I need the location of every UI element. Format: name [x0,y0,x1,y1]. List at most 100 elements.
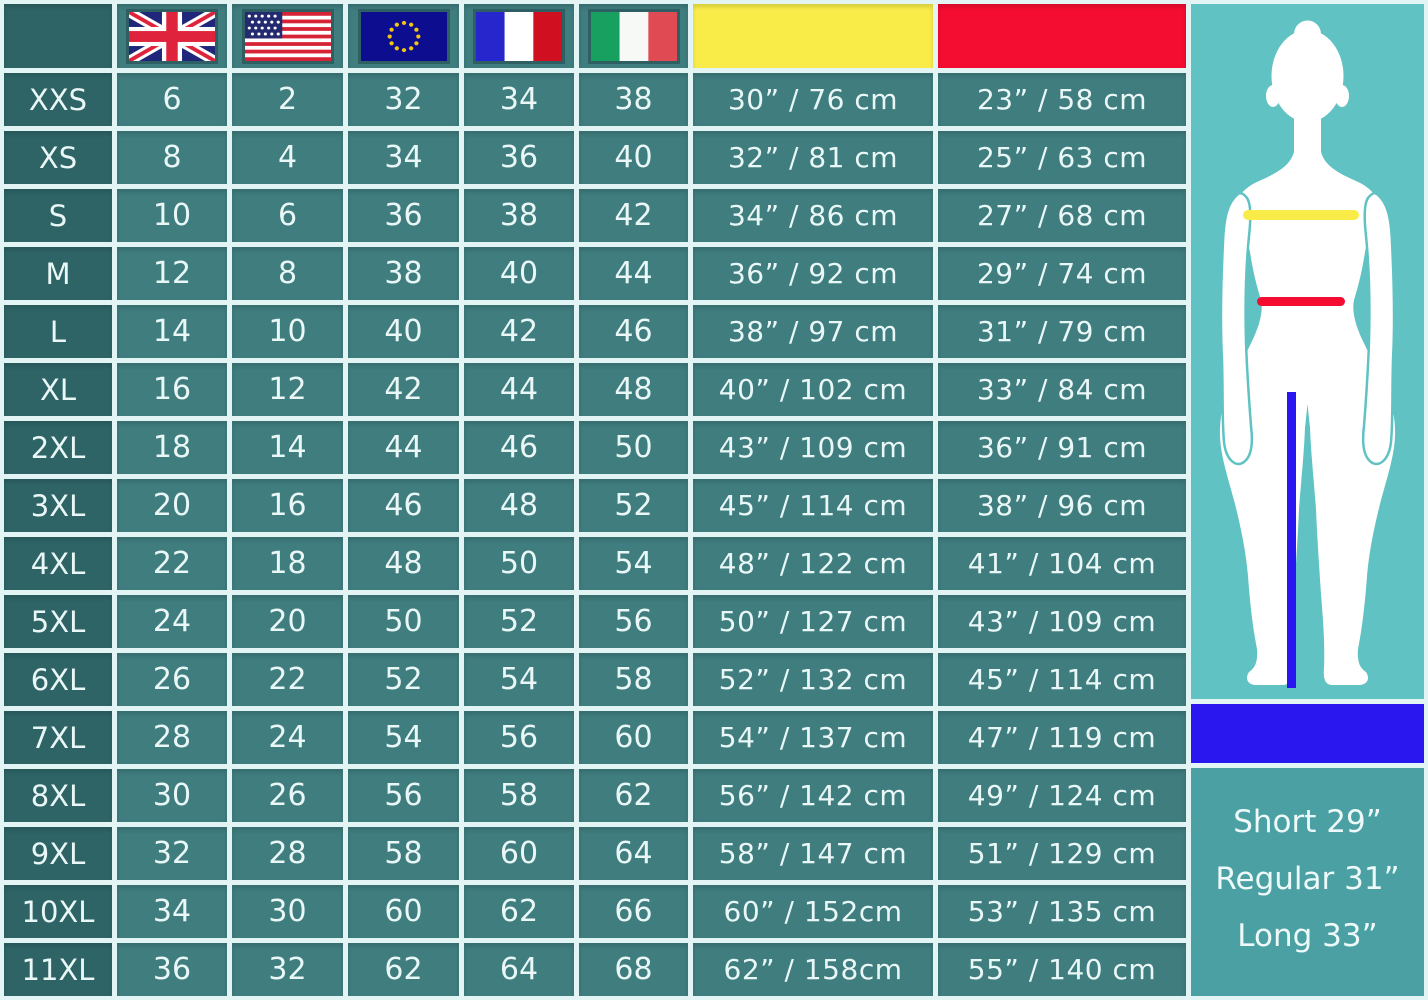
france-flag-icon [473,8,565,64]
size-value-cell: 40” / 102 cm [693,363,933,416]
size-value-cell: 48 [579,363,688,416]
size-value-cell: 26 [117,653,227,706]
size-value-cell: 10 [232,305,343,358]
size-value-cell: 32 [348,73,459,126]
inseam-length-regular: Regular 31” [1215,861,1400,897]
size-value-cell: 47” / 119 cm [938,711,1186,764]
size-value-cell: 43” / 109 cm [693,421,933,474]
size-value-cell: 42 [464,305,574,358]
eu-flag-icon [357,8,450,64]
size-value-cell: 36” / 92 cm [693,247,933,300]
size-value-cell: 44 [464,363,574,416]
size-value-cell: 18 [117,421,227,474]
size-value-cell: 27” / 68 cm [938,189,1186,242]
size-value-cell: 16 [117,363,227,416]
size-label-cell: 2XL [4,421,112,474]
inseam-line [1287,392,1296,688]
size-value-cell: 60 [464,827,574,880]
size-value-cell: 32 [232,943,343,996]
size-value-cell: 24 [117,595,227,648]
size-value-cell: 34” / 86 cm [693,189,933,242]
size-label-cell: 10XL [4,885,112,938]
waist-line [1257,297,1345,306]
size-value-cell: 38 [464,189,574,242]
size-label-cell: XS [4,131,112,184]
size-value-cell: 14 [232,421,343,474]
size-value-cell: 41” / 104 cm [938,537,1186,590]
size-value-cell: 52” / 132 cm [693,653,933,706]
size-value-cell: 58 [348,827,459,880]
body-figure-panel [1191,4,1424,699]
size-value-cell: 25” / 63 cm [938,131,1186,184]
size-value-cell: 42 [579,189,688,242]
size-value-cell: 53” / 135 cm [938,885,1186,938]
size-value-cell: 18 [232,537,343,590]
size-label-cell: 11XL [4,943,112,996]
waist-color-header [938,4,1186,68]
size-value-cell: 58 [579,653,688,706]
size-value-cell: 48 [348,537,459,590]
bust-line [1243,210,1359,220]
size-value-cell: 56 [348,769,459,822]
size-value-cell: 56 [579,595,688,648]
size-value-cell: 51” / 129 cm [938,827,1186,880]
size-value-cell: 28 [232,827,343,880]
size-value-cell: 68 [579,943,688,996]
size-value-cell: 40 [579,131,688,184]
italy-flag-icon [587,8,680,64]
size-value-cell: 33” / 84 cm [938,363,1186,416]
size-label-cell: 4XL [4,537,112,590]
size-value-cell: 30 [117,769,227,822]
france-column-header [464,4,574,68]
size-value-cell: 14 [117,305,227,358]
size-value-cell: 31” / 79 cm [938,305,1186,358]
size-value-cell: 38 [348,247,459,300]
size-value-cell: 64 [579,827,688,880]
size-value-cell: 2 [232,73,343,126]
size-value-cell: 56” / 142 cm [693,769,933,822]
size-value-cell: 55” / 140 cm [938,943,1186,996]
size-value-cell: 34 [117,885,227,938]
size-value-cell: 48 [464,479,574,532]
size-value-cell: 32” / 81 cm [693,131,933,184]
size-value-cell: 54” / 137 cm [693,711,933,764]
us-column-header [232,4,343,68]
female-silhouette-icon [1219,20,1396,688]
size-label-cell: 9XL [4,827,112,880]
size-value-cell: 22 [117,537,227,590]
size-value-cell: 60 [348,885,459,938]
italy-column-header [579,4,688,68]
size-value-cell: 26 [232,769,343,822]
size-value-cell: 54 [348,711,459,764]
size-value-cell: 62 [348,943,459,996]
size-value-cell: 8 [232,247,343,300]
size-value-cell: 52 [348,653,459,706]
size-value-cell: 32 [117,827,227,880]
inseam-length-short: Short 29” [1233,804,1382,840]
size-value-cell: 23” / 58 cm [938,73,1186,126]
size-value-cell: 30 [232,885,343,938]
size-value-cell: 36” / 91 cm [938,421,1186,474]
size-value-cell: 50 [464,537,574,590]
size-value-cell: 8 [117,131,227,184]
size-label-cell: L [4,305,112,358]
size-column-header [4,4,112,68]
size-value-cell: 52 [579,479,688,532]
size-value-cell: 16 [232,479,343,532]
size-value-cell: 60 [579,711,688,764]
size-label-cell: 3XL [4,479,112,532]
size-value-cell: 6 [117,73,227,126]
size-label-cell: 7XL [4,711,112,764]
size-value-cell: 36 [464,131,574,184]
size-value-cell: 48” / 122 cm [693,537,933,590]
size-value-cell: 28 [117,711,227,764]
size-value-cell: 52 [464,595,574,648]
size-label-cell: M [4,247,112,300]
inseam-lengths-panel: Short 29” Regular 31” Long 33” [1191,768,1424,996]
eu-column-header [348,4,459,68]
inseam-legend-bar [1191,704,1424,763]
bust-color-header [693,4,933,68]
size-value-cell: 54 [464,653,574,706]
size-value-cell: 38 [579,73,688,126]
